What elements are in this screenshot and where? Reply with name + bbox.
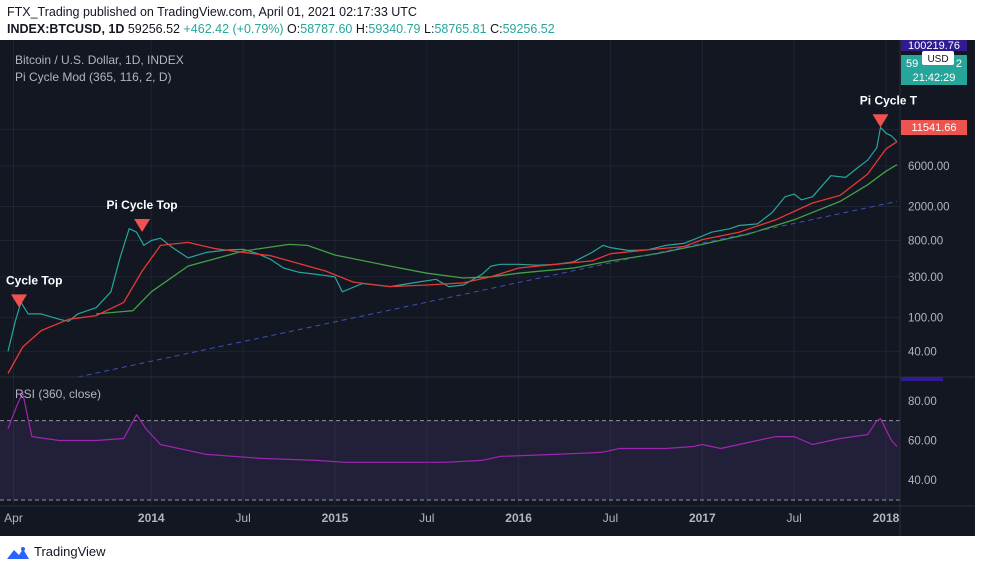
- rsi-tick-2: 40.00: [908, 475, 937, 487]
- btc-price-line: [7, 126, 898, 352]
- rsi-tick-1: 60.00: [908, 436, 937, 448]
- rsi-tick-0: 80.00: [908, 396, 937, 408]
- ma-value-label: 11541.66: [911, 122, 956, 134]
- time-tick-9: 2018: [873, 511, 900, 525]
- ohlc-line: INDEX:BTCUSD, 1D 59256.52 +462.42 (+0.79…: [7, 22, 555, 36]
- cycle-top-label-1: Pi Cycle Top: [107, 198, 178, 212]
- time-tick-1: 2014: [138, 511, 165, 525]
- ma-short-line: [7, 141, 898, 374]
- open-label: O:: [287, 22, 301, 36]
- price-tick-2: 2000.00: [908, 202, 950, 214]
- time-tick-0: Apr: [4, 511, 23, 525]
- price-tick-6: 40.00: [908, 346, 937, 358]
- footer: TradingView: [0, 536, 981, 569]
- cycle-top-marker-2: [872, 114, 889, 128]
- publish-header: FTX_Trading published on TradingView.com…: [0, 0, 981, 40]
- price-change: +462.42 (+0.79%): [183, 22, 284, 36]
- cycle-top-label-2: Pi Cycle T: [860, 93, 918, 107]
- currency-tag[interactable]: USD: [922, 51, 954, 65]
- bar-countdown: 21:42:29: [913, 72, 956, 84]
- high-value: 59340.79: [368, 22, 421, 36]
- time-tick-4: Jul: [419, 511, 434, 525]
- time-tick-5: 2016: [505, 511, 532, 525]
- cycle-top-marker-0: [11, 294, 28, 308]
- trend-line: [77, 200, 898, 378]
- ma-value-badge: 11541.66: [901, 120, 967, 135]
- time-tick-8: Jul: [786, 511, 801, 525]
- price-tick-1: 6000.00: [908, 161, 950, 173]
- brand-name[interactable]: TradingView: [34, 544, 106, 559]
- price-tick-5: 100.00: [908, 312, 943, 324]
- time-tick-2: Jul: [235, 511, 250, 525]
- indicator-legend[interactable]: Pi Cycle Mod (365, 116, 2, D): [15, 70, 172, 84]
- top-price-badge: 100219.76: [901, 40, 967, 52]
- rsi-legend[interactable]: RSI (360, close): [15, 387, 102, 401]
- cycle-top-marker-1: [134, 219, 151, 233]
- symbol-label: INDEX:BTCUSD, 1D: [7, 22, 125, 36]
- time-tick-7: 2017: [689, 511, 716, 525]
- annotation-layer: Cycle Top Pi Cycle Top Pi Cycle T: [6, 93, 918, 308]
- tradingview-logo-icon[interactable]: [6, 546, 30, 560]
- rsi-band: [0, 420, 900, 501]
- ma-long-line: [96, 164, 898, 315]
- last-price-partial: 59: [906, 58, 918, 70]
- series-layer: [7, 126, 898, 463]
- chart-title[interactable]: Bitcoin / U.S. Dollar, 1D, INDEX: [15, 53, 184, 67]
- last-price-tail: 2: [956, 58, 962, 70]
- cycle-top-label-0: Cycle Top: [6, 273, 62, 287]
- time-tick-6: Jul: [603, 511, 618, 525]
- close-label: C:: [490, 22, 503, 36]
- top-price-label: 100219.76: [908, 40, 960, 52]
- high-label: H:: [355, 22, 369, 36]
- last-price: 59256.52: [127, 22, 180, 36]
- open-value: 58787.60: [300, 22, 353, 36]
- close-value: 59256.52: [502, 22, 555, 36]
- rsi-top-marker: [901, 377, 943, 381]
- time-tick-3: 2015: [322, 511, 349, 525]
- price-tick-3: 800.00: [908, 235, 943, 247]
- publish-info: FTX_Trading published on TradingView.com…: [7, 5, 417, 19]
- low-value: 58765.81: [434, 22, 487, 36]
- currency-label: USD: [927, 54, 948, 65]
- low-label: L:: [424, 22, 435, 36]
- rsi-line: [7, 392, 898, 463]
- price-tick-4: 300.00: [908, 272, 943, 284]
